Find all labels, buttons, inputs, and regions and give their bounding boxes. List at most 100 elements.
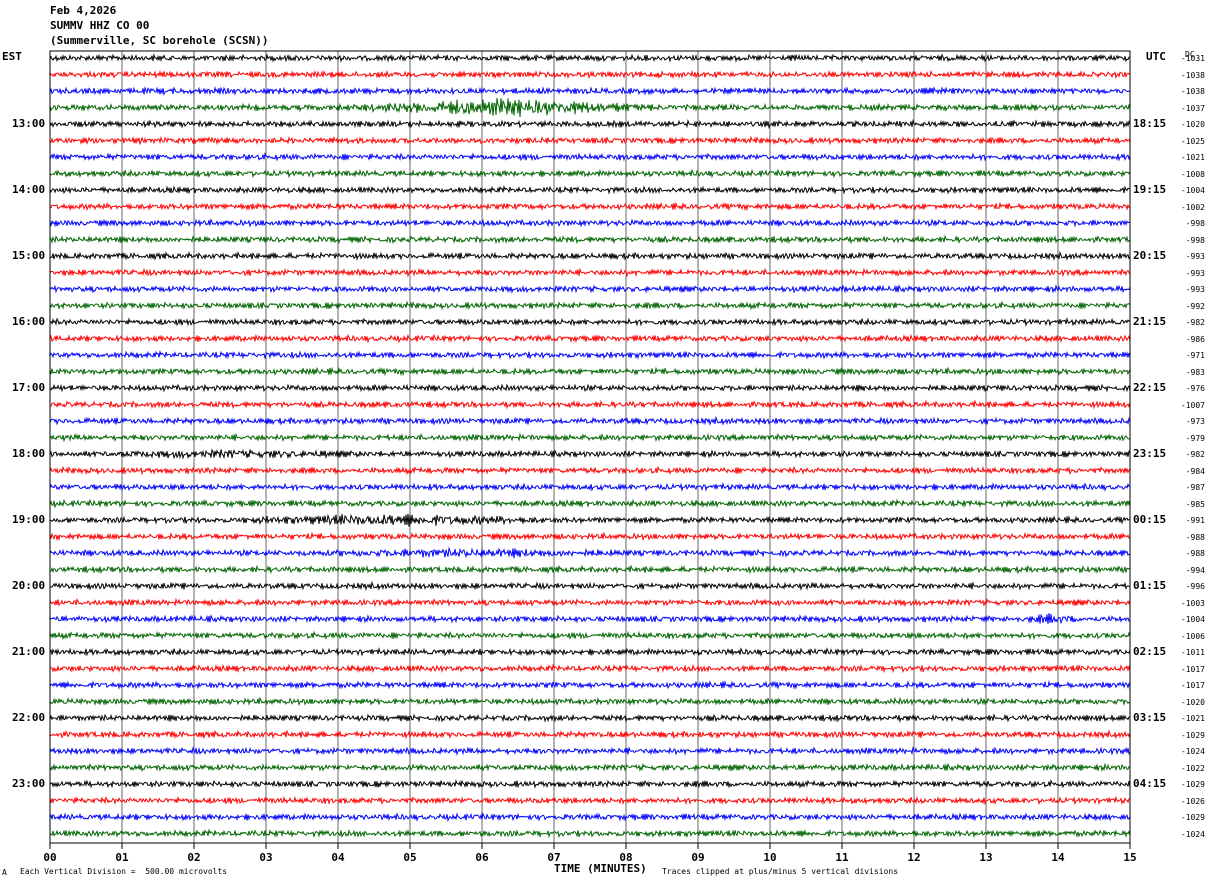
dc-offset-label: -1024	[1180, 829, 1205, 839]
seismic-trace	[49, 317, 1131, 327]
dc-offset-label: -982	[1185, 450, 1205, 459]
location-label: (Summerville, SC borehole (SCSN))	[50, 34, 269, 47]
seismic-trace	[49, 613, 1131, 625]
dc-offset-label: -994	[1185, 565, 1205, 575]
x-tick-label: 11	[835, 851, 849, 864]
left-hour-label: 13:00	[12, 117, 46, 130]
seismic-trace	[49, 580, 1131, 592]
x-tick-label: 05	[403, 851, 416, 864]
left-hour-label: 16:00	[12, 315, 46, 328]
seismic-trace	[49, 383, 1131, 393]
seismic-trace	[49, 779, 1131, 790]
x-tick-label: 08	[619, 851, 632, 864]
dc-offset-label: -1024	[1180, 747, 1205, 756]
dc-offset-label: -1037	[1180, 103, 1205, 113]
seismic-trace	[49, 415, 1131, 426]
left-hour-label: 19:00	[12, 513, 46, 526]
dc-offset-label: -976	[1185, 384, 1205, 393]
dc-offset-label: -1026	[1180, 796, 1205, 806]
dc-offset-label: -1022	[1180, 763, 1205, 773]
seismic-trace	[49, 597, 1131, 608]
dc-offset-label: -988	[1185, 549, 1205, 558]
dc-offset-label: -1007	[1180, 400, 1205, 410]
seismic-trace	[49, 399, 1131, 410]
right-hour-label: 01:15	[1133, 579, 1167, 592]
right-hour-label: 00:15	[1133, 513, 1167, 526]
left-hour-label: 17:00	[12, 381, 46, 394]
dc-offset-label: -1029	[1180, 813, 1205, 822]
seismic-trace	[49, 696, 1131, 707]
seismic-trace	[49, 762, 1131, 773]
seismic-trace	[49, 647, 1131, 657]
seismic-trace	[49, 349, 1131, 360]
left-hour-label: 23:00	[12, 777, 46, 790]
right-hour-label: 21:15	[1133, 315, 1167, 328]
clip-note: Traces clipped at plus/minus 5 vertical …	[662, 867, 899, 876]
dc-offset-label: -988	[1185, 532, 1205, 542]
dc-offset-label: -1004	[1180, 615, 1205, 624]
dc-offset-label: -993	[1185, 285, 1205, 294]
seismic-trace	[49, 250, 1131, 261]
dc-offset-label: -998	[1185, 235, 1205, 245]
seismic-trace	[49, 366, 1131, 377]
left-hour-label: 22:00	[12, 711, 46, 724]
dc-offset-label: -985	[1185, 499, 1205, 509]
x-tick-label: 01	[115, 851, 129, 864]
seismic-trace	[49, 86, 1131, 96]
scale-note: Each Vertical Division = 500.00 microvol…	[20, 867, 228, 876]
right-timezone-label: UTC	[1146, 50, 1166, 63]
dc-offset-label: -1025	[1180, 136, 1205, 146]
dc-offset-label: -986	[1185, 334, 1205, 344]
plot-frame	[49, 50, 1131, 844]
seismic-trace	[49, 513, 1131, 527]
dc-offset-label: -1020	[1180, 697, 1205, 707]
dc-offset-label: -993	[1185, 268, 1205, 278]
x-ticks: 00 01 02 03 04 05 06 07 08 09 10 11 12 13 14 15	[43, 843, 1137, 864]
dc-offset-label: -1017	[1180, 664, 1205, 674]
dc-offset-label: -996	[1185, 582, 1205, 591]
seismic-trace	[49, 729, 1131, 740]
scale-marker: A	[2, 868, 7, 877]
x-axis-label: TIME (MINUTES)	[554, 862, 647, 875]
right-hour-label: 03:15	[1133, 711, 1167, 724]
seismic-trace	[49, 432, 1131, 443]
date-label: Feb 4,2026	[50, 4, 117, 17]
dc-offset-label: -1020	[1180, 120, 1205, 129]
dc-offset-label: -1002	[1180, 202, 1205, 212]
seismic-trace	[49, 630, 1131, 641]
seismic-trace	[49, 168, 1131, 179]
seismic-trace	[49, 267, 1131, 278]
x-tick-label: 03	[259, 851, 272, 864]
seismic-trace	[49, 713, 1131, 723]
right-hour-label: 23:15	[1133, 447, 1167, 460]
dc-offset-label: -1008	[1180, 169, 1205, 179]
dc-offset-label: -979	[1185, 433, 1205, 443]
seismic-trace	[49, 746, 1131, 757]
left-hour-label: 15:00	[12, 249, 46, 262]
dc-offset-label: -992	[1185, 301, 1205, 311]
seismic-trace	[49, 680, 1131, 690]
dc-offset-label: -984	[1185, 466, 1205, 476]
seismic-trace	[49, 465, 1131, 476]
dc-offset-label: -971	[1185, 351, 1205, 360]
seismic-trace	[49, 53, 1131, 63]
seismic-trace	[49, 828, 1131, 839]
dc-offset-label: -1021	[1180, 714, 1205, 723]
dc-offset-label: -1017	[1180, 681, 1205, 690]
left-hour-label: 18:00	[12, 447, 46, 460]
seismic-trace	[49, 498, 1131, 509]
x-tick-label: 14	[1051, 851, 1065, 864]
seismic-trace	[49, 663, 1131, 674]
right-hour-label: 18:15	[1133, 117, 1167, 130]
seismic-trace	[49, 184, 1131, 195]
seismic-trace	[49, 201, 1131, 212]
seismic-trace	[49, 118, 1131, 130]
dc-offset-label: -1003	[1180, 598, 1205, 608]
x-tick-label: 02	[187, 851, 200, 864]
seismic-trace	[49, 482, 1131, 492]
station-label: SUMMV HHZ CO 00	[50, 19, 150, 32]
dc-offset-label: -1031	[1180, 54, 1205, 63]
dc-label: DC	[1185, 50, 1195, 59]
dc-offset-label: -991	[1185, 516, 1205, 525]
dc-offset-label: -973	[1185, 417, 1205, 426]
